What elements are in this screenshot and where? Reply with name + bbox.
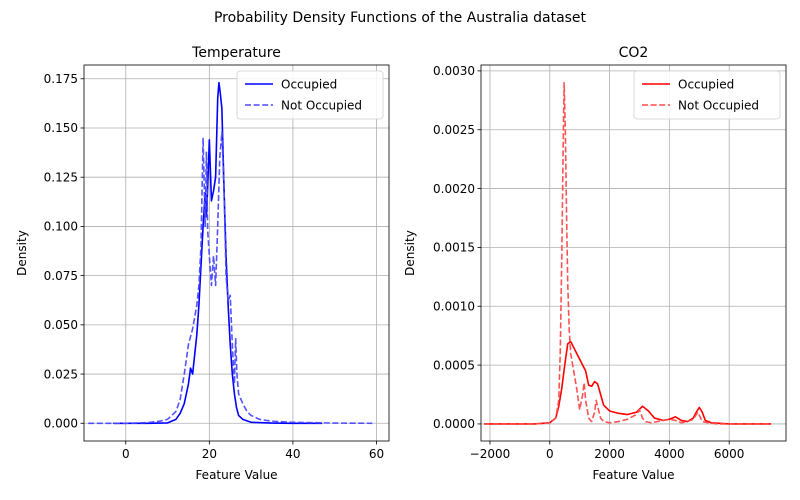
co2-xtick-label: −2000 xyxy=(470,447,511,461)
temperature-ytick-label: 0.075 xyxy=(44,269,78,283)
temperature-xlabel: Feature Value xyxy=(195,468,277,482)
temperature-ytick-label: 0.000 xyxy=(44,416,78,430)
co2-title: CO2 xyxy=(619,45,649,61)
temperature-occupied-line xyxy=(113,81,323,425)
co2-xlabel: Feature Value xyxy=(592,468,674,482)
co2-not-occupied-line xyxy=(483,81,772,425)
temperature-ylabel: Density xyxy=(15,230,29,276)
co2-ytick-label: 0.0015 xyxy=(433,241,475,255)
temperature-not-occupied-line xyxy=(88,131,373,425)
temperature-ytick-label: 0.150 xyxy=(44,121,78,135)
co2-xtick-label: 0 xyxy=(546,447,554,461)
temperature-legend-frame xyxy=(236,70,384,120)
co2-xtick-label: 6000 xyxy=(714,447,745,461)
co2-ytick-label: 0.0030 xyxy=(433,64,475,78)
co2-ytick-label: 0.0000 xyxy=(433,417,475,431)
co2-axes-frame xyxy=(480,64,787,442)
figure-suptitle: Probability Density Functions of the Aus… xyxy=(214,10,587,26)
co2-ytick-label: 0.0025 xyxy=(433,123,475,137)
temperature-xtick-label: 60 xyxy=(369,447,384,461)
co2-legend: Occupied Not Occupied xyxy=(633,70,781,120)
temperature-ytick-label: 0.100 xyxy=(44,220,78,234)
temperature-xtick-label: 0 xyxy=(122,447,130,461)
co2-ytick-label: 0.0020 xyxy=(433,182,475,196)
co2-ylabel: Density xyxy=(403,230,417,276)
co2-legend-label-not-occupied: Not Occupied xyxy=(678,98,759,112)
co2-legend-label-occupied: Occupied xyxy=(678,77,734,91)
co2-xtick-label: 2000 xyxy=(594,447,625,461)
temperature-ytick-label: 0.050 xyxy=(44,318,78,332)
co2-legend-frame xyxy=(633,70,781,120)
co2-xtick-label: 4000 xyxy=(654,447,685,461)
temperature-legend-label-not-occupied: Not Occupied xyxy=(281,98,362,112)
temperature-legend-label-occupied: Occupied xyxy=(281,77,337,91)
co2-ytick-label: 0.0005 xyxy=(433,358,475,372)
co2-panel: −2000 0 2000 4000 6000 0.0000 0.0005 0.0010 0.00… xyxy=(403,45,787,482)
temperature-xtick-label: 40 xyxy=(285,447,300,461)
temperature-xtick-label: 20 xyxy=(202,447,217,461)
temperature-ytick-label: 0.125 xyxy=(44,170,78,184)
co2-ytick-label: 0.0010 xyxy=(433,299,475,313)
temperature-panel: 0 20 40 60 0.000 0.025 0.050 0.075 0.100 0.125 0.1… xyxy=(15,45,390,482)
temperature-axes-frame xyxy=(83,64,390,442)
temperature-legend: Occupied Not Occupied xyxy=(236,70,384,120)
co2-occupied-line xyxy=(483,340,772,425)
temperature-ytick-label: 0.175 xyxy=(44,72,78,86)
temperature-title: Temperature xyxy=(191,45,281,61)
temperature-ytick-label: 0.025 xyxy=(44,367,78,381)
